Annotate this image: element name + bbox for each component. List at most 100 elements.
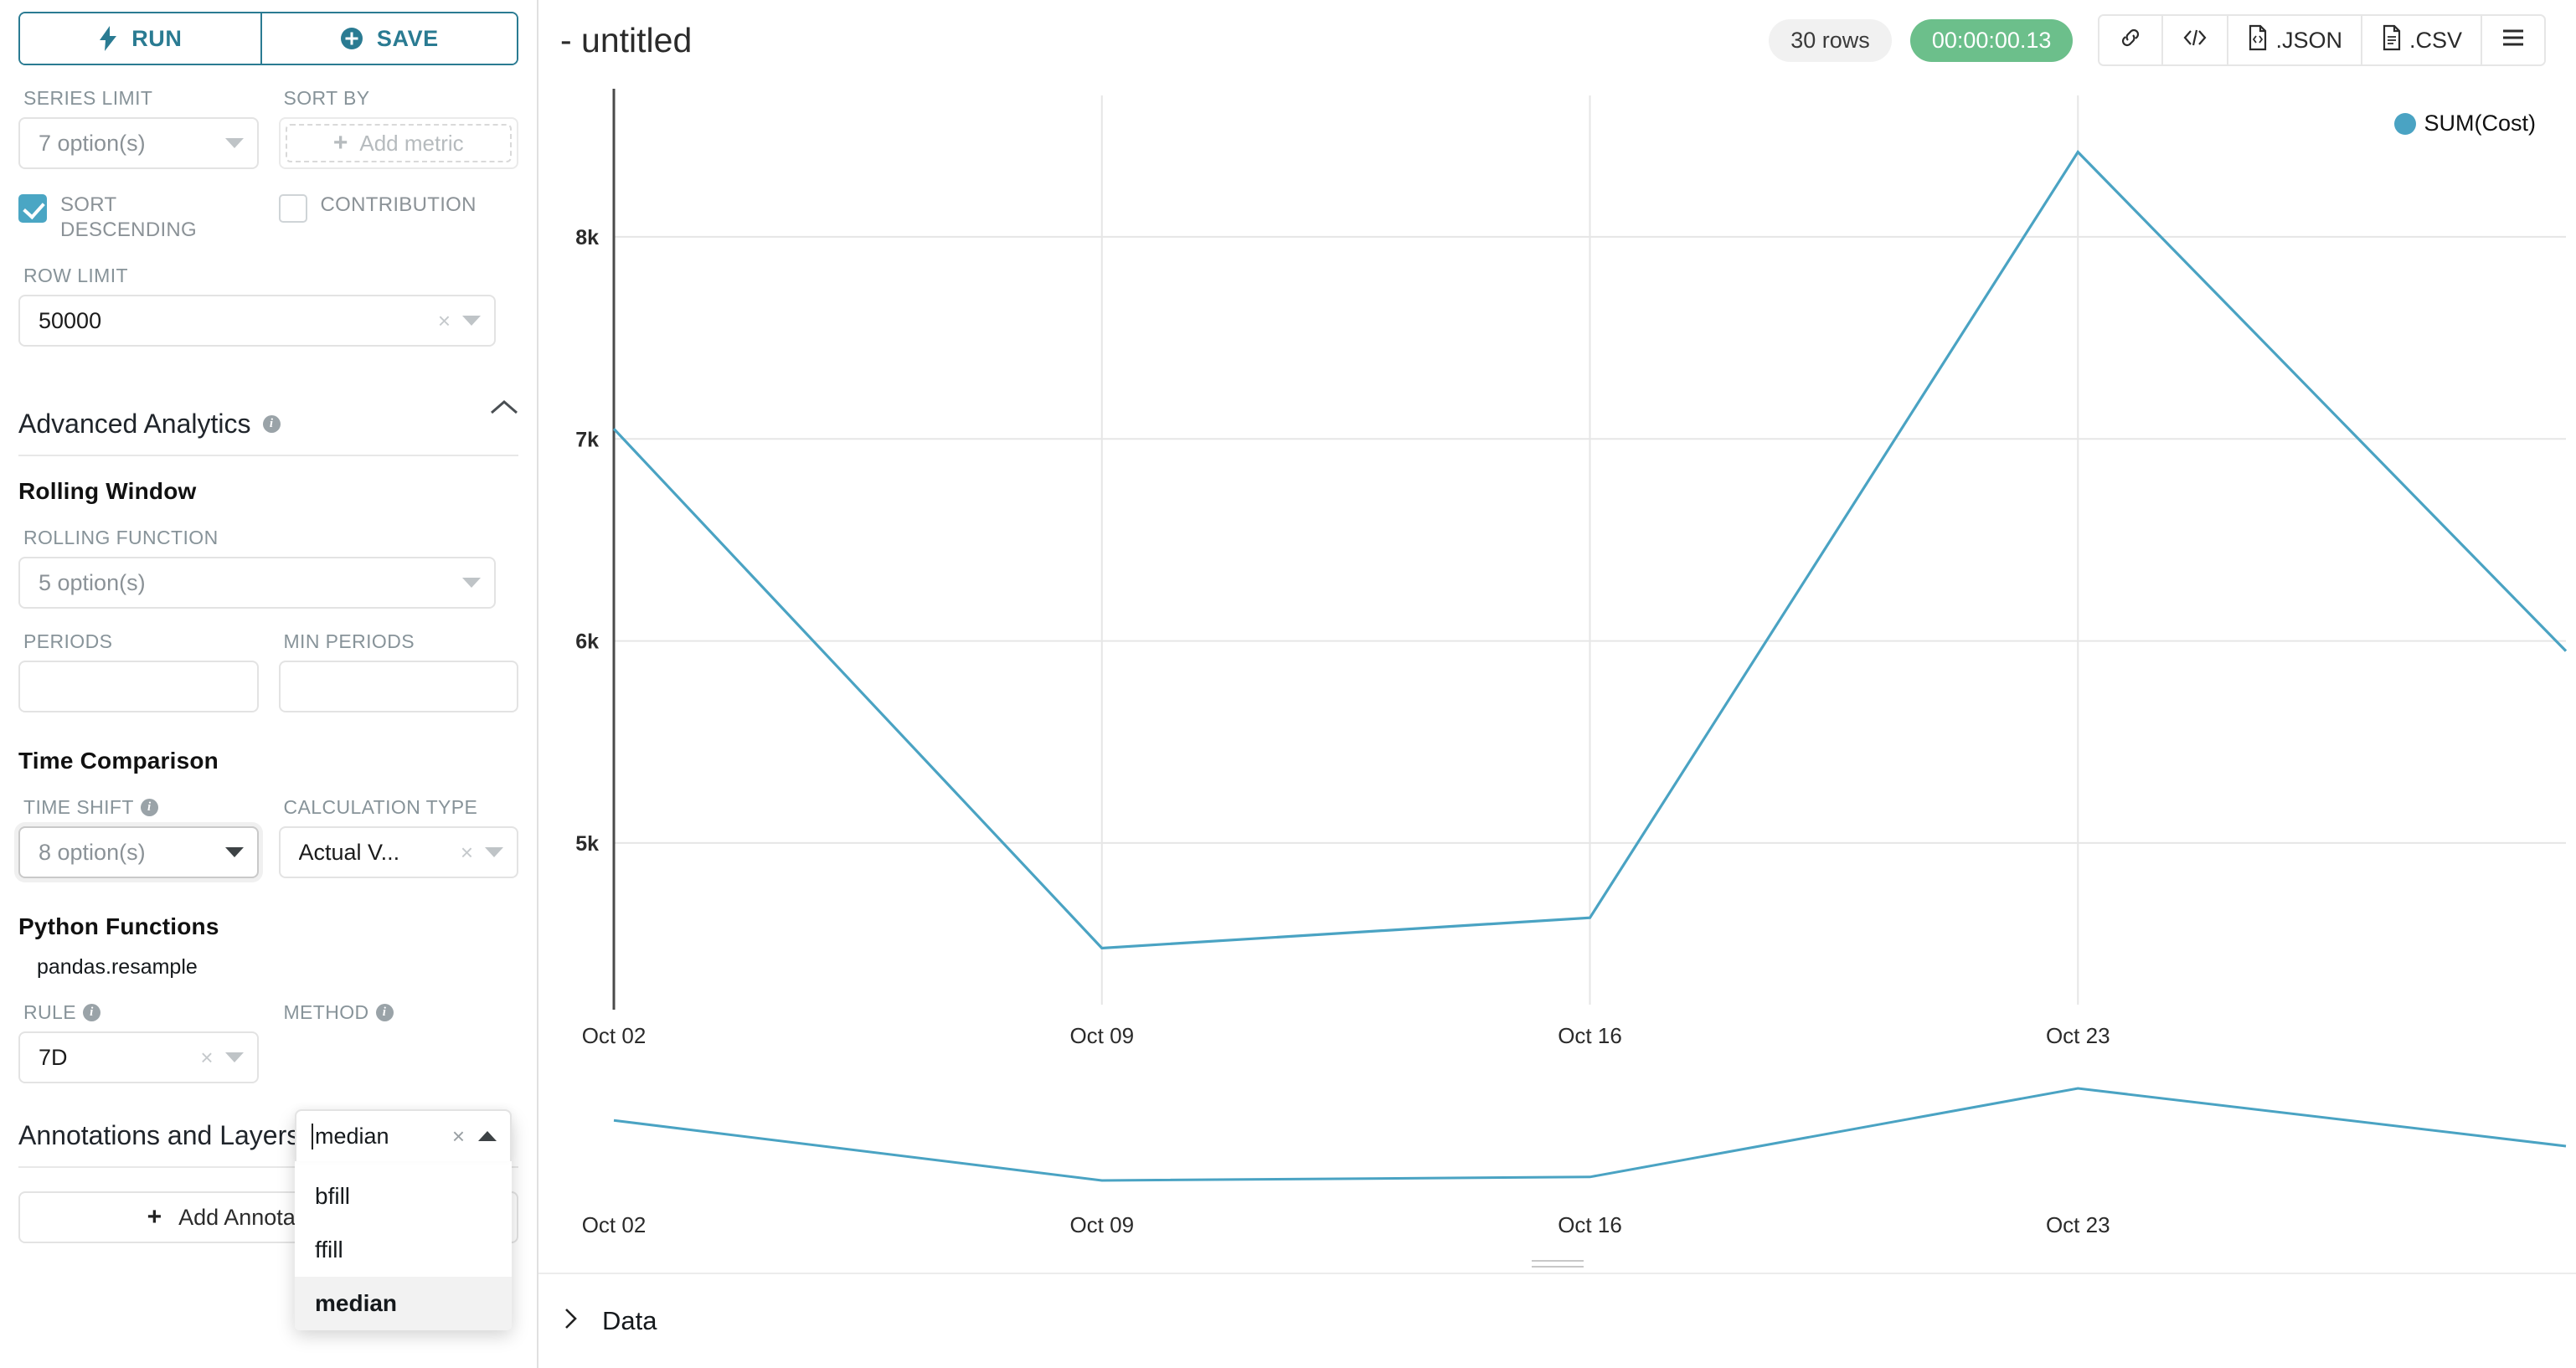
x-tick-label: Oct 23 (2046, 1023, 2110, 1048)
hamburger-icon (2501, 28, 2526, 54)
sort-descending-label: SORT DESCENDING (60, 193, 198, 241)
info-icon[interactable]: i (82, 1004, 100, 1021)
chart-area: - untitled 30 rows 00:00:00.13 (538, 0, 2576, 1368)
method-option-ffill[interactable]: ffill (315, 1237, 343, 1263)
overview-x-tick-label: Oct 16 (1558, 1212, 1622, 1237)
chart-plot-wrap: 5k 6k 7k 8k Oct 02 Oct 09 Oct 16 Oct 23 Oct 02 Oc… (538, 80, 2576, 1368)
divider (18, 1166, 518, 1168)
copy-permalink-button[interactable] (2099, 16, 2162, 64)
chart-header: - untitled 30 rows 00:00:00.13 (538, 0, 2576, 80)
panel-resize-handle[interactable] (1531, 1260, 1584, 1268)
periods-row: PERIODS MIN PERIODS (18, 609, 518, 712)
chevron-down-icon (224, 138, 244, 148)
series-limit-value: 7 option(s) (39, 130, 146, 156)
info-icon[interactable]: i (140, 799, 158, 816)
time-shift-select[interactable]: 8 option(s) (18, 826, 259, 878)
bolt-icon (98, 26, 118, 51)
plus-icon: + (332, 129, 348, 157)
y-tick-label: 5k (575, 832, 599, 856)
rolling-function-field: ROLLING FUNCTION 5 option(s) (18, 505, 518, 609)
info-icon[interactable]: i (262, 415, 281, 433)
control-panel-form: SERIES LIMIT 7 option(s) SORT BY + Add m… (0, 65, 537, 1243)
method-option-median[interactable]: median (295, 1277, 512, 1330)
calculation-type-label: CALCULATION TYPE (283, 796, 478, 818)
info-icon[interactable]: i (375, 1004, 394, 1021)
contribution-checkbox[interactable] (278, 194, 307, 223)
checkbox-row: SORT DESCENDING CONTRIBUTION (18, 169, 518, 243)
chevron-down-icon (224, 1052, 244, 1062)
download-csv-button[interactable]: .CSV (2360, 16, 2481, 64)
overview-x-tick-label: Oct 23 (2046, 1212, 2110, 1237)
x-tick-label: Oct 09 (1069, 1023, 1134, 1048)
data-panel-toggle[interactable]: Data (538, 1273, 2576, 1368)
save-button[interactable]: SAVE (260, 13, 517, 64)
download-json-label: .JSON (2275, 27, 2342, 53)
series-line-sum-cost[interactable] (612, 150, 2568, 950)
method-select[interactable]: median × (295, 1109, 512, 1161)
contribution-checkbox-row[interactable]: CONTRIBUTION (278, 193, 519, 223)
rule-method-row: RULE i 7D × METHOD i (18, 980, 518, 1083)
overview-x-tick-label: Oct 02 (582, 1212, 647, 1237)
plus-icon: + (147, 1203, 162, 1231)
series-limit-select[interactable]: 7 option(s) (18, 117, 259, 169)
sort-descending-field: SORT DESCENDING (18, 169, 259, 243)
chevron-down-icon (485, 847, 503, 857)
rule-select[interactable]: 7D × (18, 1031, 259, 1083)
legend-color-dot (2393, 112, 2416, 135)
series-limit-sort-by-row: SERIES LIMIT 7 option(s) SORT BY + Add m… (18, 65, 518, 169)
rolling-window-heading: Rolling Window (18, 478, 197, 504)
plus-circle-icon (340, 27, 363, 50)
clear-icon[interactable]: × (437, 307, 451, 333)
csv-file-icon (2381, 24, 2403, 57)
advanced-analytics-header[interactable]: Advanced Analytics i (18, 380, 518, 440)
grip-line (1531, 1266, 1584, 1268)
add-metric-button[interactable]: + Add metric (285, 124, 512, 162)
divider (18, 455, 518, 456)
rolling-function-row: ROLLING FUNCTION 5 option(s) (18, 505, 518, 609)
run-button[interactable]: RUN (20, 13, 260, 64)
pandas-resample-label: pandas.resample (37, 955, 198, 979)
json-file-icon (2247, 24, 2269, 57)
periods-field: PERIODS (18, 609, 259, 712)
y-tick-label: 8k (575, 226, 599, 249)
more-options-button[interactable] (2481, 16, 2544, 64)
periods-input[interactable] (18, 661, 259, 712)
y-tick-label: 6k (575, 630, 599, 654)
x-tick-label: Oct 02 (582, 1023, 647, 1048)
link-icon (2118, 25, 2143, 56)
download-csv-label: .CSV (2409, 27, 2462, 53)
chart-legend[interactable]: SUM(Cost) (2393, 111, 2536, 136)
method-option-bfill[interactable]: bfill (315, 1183, 351, 1209)
chevron-up-icon[interactable] (490, 399, 518, 421)
y-tick-label: 7k (575, 428, 599, 451)
advanced-analytics-title: Advanced Analytics (18, 409, 251, 439)
rule-label: RULE i (23, 1001, 259, 1024)
row-limit-select[interactable]: 50000 × (18, 295, 496, 347)
row-limit-row: ROW LIMIT 50000 × (18, 243, 518, 347)
chevron-down-icon (224, 847, 244, 857)
line-chart[interactable]: 5k 6k 7k 8k Oct 02 Oct 09 Oct 16 Oct 23 Oct 02 Oc… (538, 80, 2574, 1273)
run-save-button-group: RUN SAVE (18, 12, 518, 65)
chevron-right-icon (562, 1306, 580, 1336)
advanced-analytics-title-group: Advanced Analytics i (18, 409, 281, 440)
add-metric-label: Add metric (359, 130, 464, 156)
download-json-button[interactable]: .JSON (2227, 16, 2361, 64)
time-shift-value: 8 option(s) (39, 839, 146, 865)
time-shift-label-text: TIME SHIFT (23, 796, 134, 818)
view-query-button[interactable] (2161, 16, 2228, 64)
query-time-badge: 00:00:00.13 (1909, 18, 2074, 62)
sort-descending-checkbox-row[interactable]: SORT DESCENDING (18, 193, 259, 243)
overview-series-line[interactable] (613, 1087, 2567, 1182)
page-title[interactable]: - untitled (560, 20, 693, 59)
method-value: median (315, 1123, 389, 1149)
clear-icon[interactable]: × (460, 839, 473, 865)
code-icon (2182, 27, 2208, 54)
rolling-function-select[interactable]: 5 option(s) (18, 557, 496, 609)
sort-descending-checkbox[interactable] (18, 194, 47, 223)
chevron-down-icon (462, 316, 481, 326)
min-periods-input[interactable] (278, 661, 518, 712)
calculation-type-select[interactable]: Actual V... × (278, 826, 518, 878)
sort-by-dropzone[interactable]: + Add metric (278, 117, 518, 169)
clear-icon[interactable]: × (200, 1044, 214, 1070)
clear-icon[interactable]: × (451, 1123, 465, 1149)
